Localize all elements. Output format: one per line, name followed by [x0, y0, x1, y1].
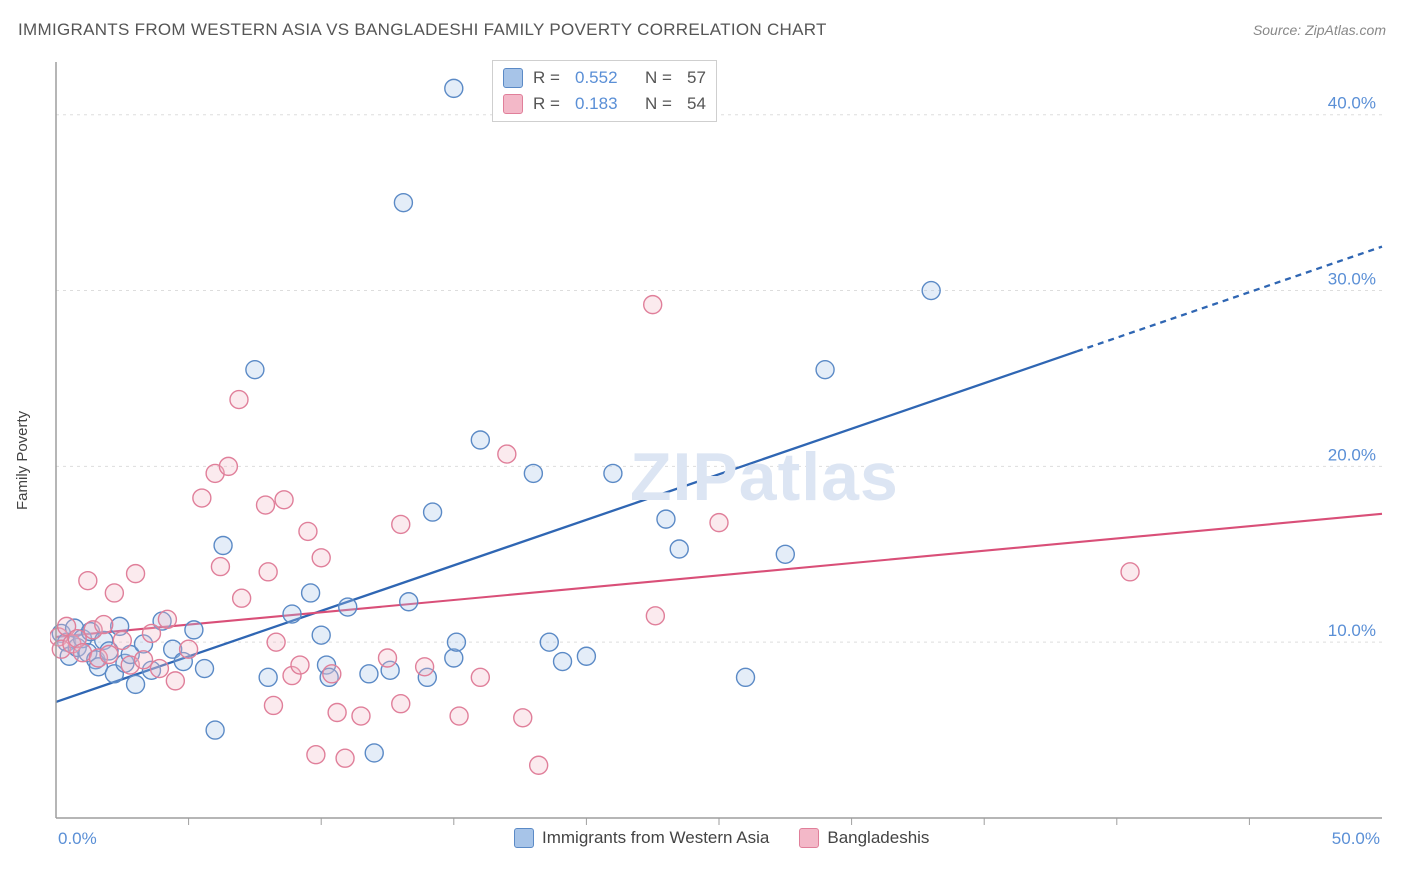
header-row: IMMIGRANTS FROM WESTERN ASIA VS BANGLADE… [18, 20, 1386, 40]
legend-series-name: Immigrants from Western Asia [542, 828, 769, 848]
legend-series-name: Bangladeshis [827, 828, 929, 848]
svg-text:10.0%: 10.0% [1328, 621, 1376, 640]
legend-N-label: N = [645, 68, 677, 88]
legend-R-label: R = [533, 68, 565, 88]
legend-swatch [503, 94, 523, 114]
legend-swatch [503, 68, 523, 88]
svg-text:20.0%: 20.0% [1328, 445, 1376, 464]
chart-container: IMMIGRANTS FROM WESTERN ASIA VS BANGLADE… [0, 0, 1406, 892]
svg-text:40.0%: 40.0% [1328, 94, 1376, 113]
chart-title: IMMIGRANTS FROM WESTERN ASIA VS BANGLADE… [18, 20, 827, 40]
source-prefix: Source: [1253, 22, 1305, 38]
legend-series-item: Bangladeshis [799, 828, 929, 848]
svg-text:50.0%: 50.0% [1332, 829, 1380, 848]
legend-N-value: 54 [687, 94, 706, 114]
legend-R-label: R = [533, 94, 565, 114]
legend-swatch [799, 828, 819, 848]
legend-R-value: 0.183 [575, 94, 635, 114]
legend-R-value: 0.552 [575, 68, 635, 88]
svg-text:30.0%: 30.0% [1328, 270, 1376, 289]
source-attribution: Source: ZipAtlas.com [1253, 22, 1386, 38]
y-axis-label: Family Poverty [14, 411, 31, 510]
legend-N-value: 57 [687, 68, 706, 88]
legend-N-label: N = [645, 94, 677, 114]
source-link[interactable]: ZipAtlas.com [1305, 22, 1386, 38]
legend-swatch [514, 828, 534, 848]
legend-row: R = 0.552 N = 57 [503, 65, 706, 91]
svg-text:0.0%: 0.0% [58, 829, 97, 848]
scatter-plot: 10.0% 20.0% 30.0% 40.0% 0.0% 50.0% [50, 58, 1388, 848]
legend-series: Immigrants from Western Asia Bangladeshis [514, 828, 929, 848]
chart-area: 10.0%20.0%30.0%40.0%0.0%50.0% ZIPatlas R… [50, 58, 1388, 848]
legend-row: R = 0.183 N = 54 [503, 91, 706, 117]
legend-series-item: Immigrants from Western Asia [514, 828, 769, 848]
legend-correlation: R = 0.552 N = 57 R = 0.183 N = 54 [492, 60, 717, 122]
